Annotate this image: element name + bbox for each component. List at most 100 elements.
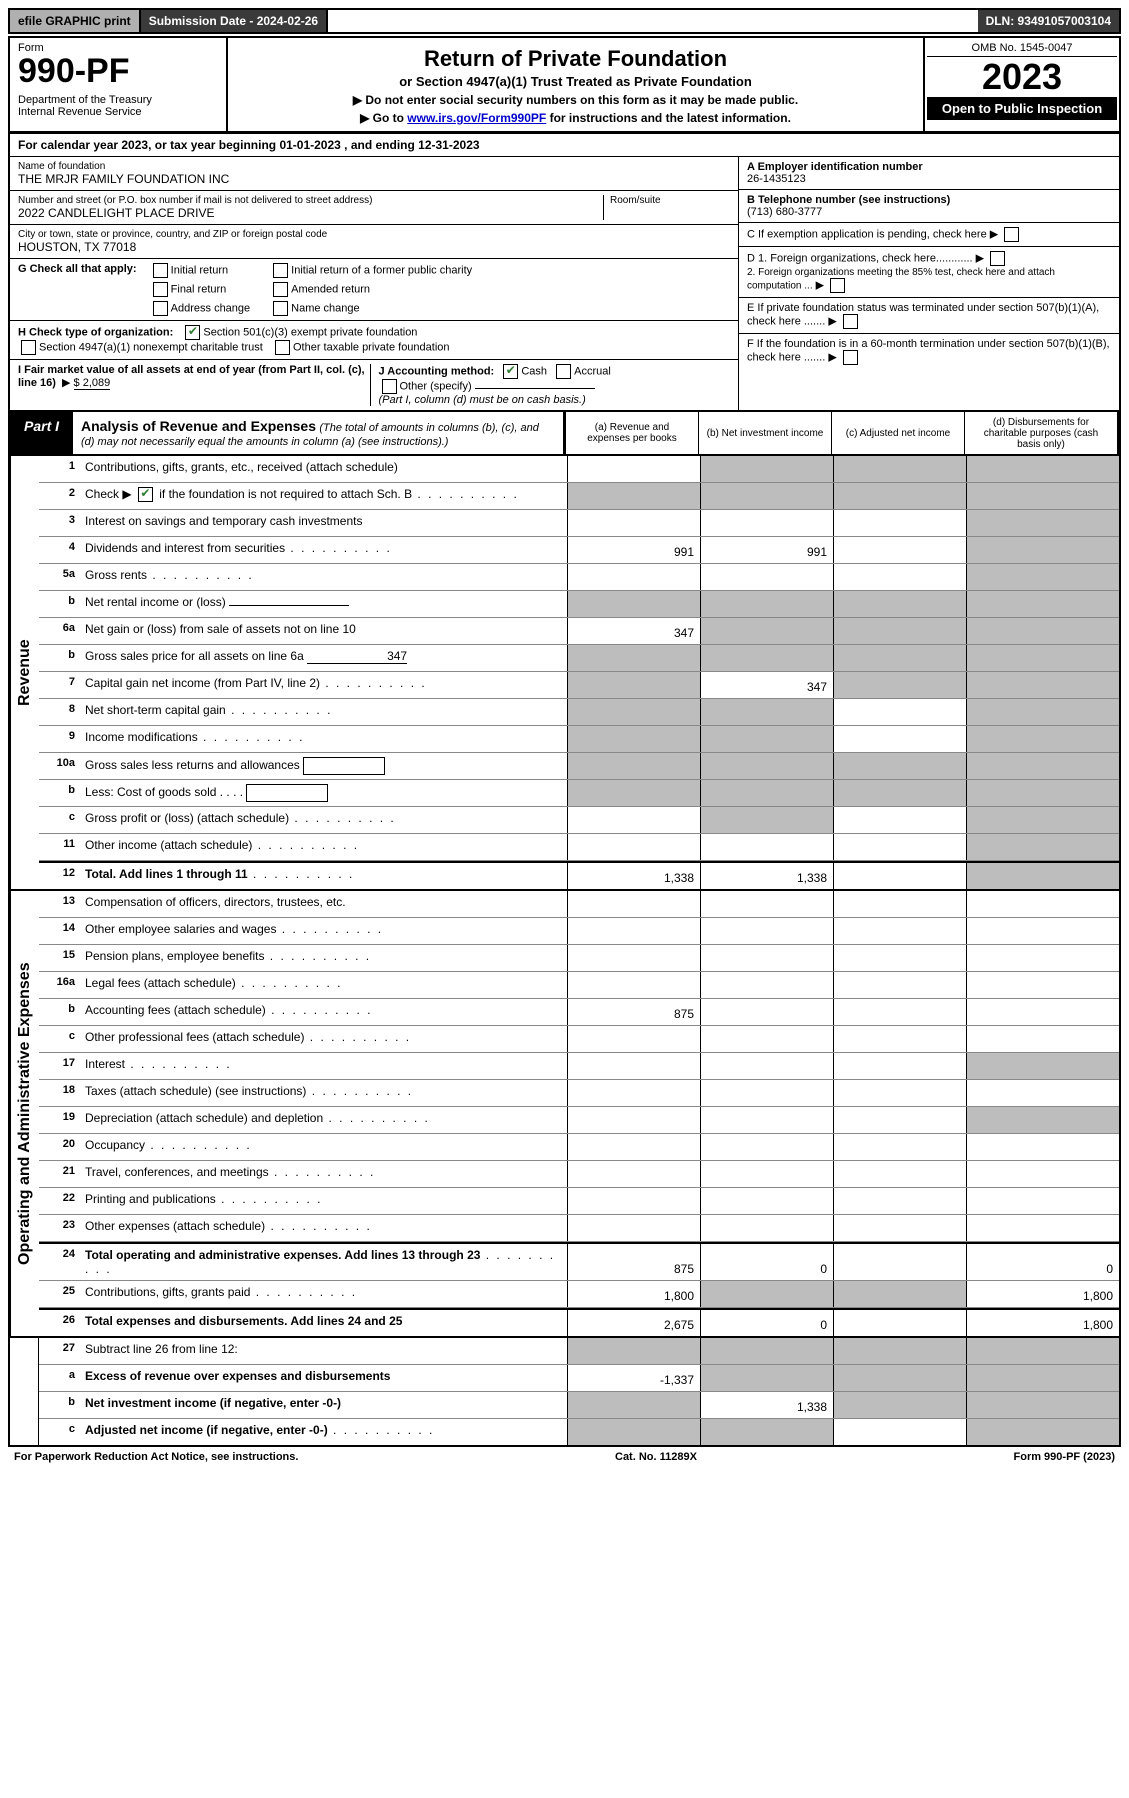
ln-10a: 10a — [39, 753, 81, 779]
ln-23: 23 — [39, 1215, 81, 1241]
cb-name-change[interactable] — [273, 301, 288, 316]
ln-11: 11 — [39, 834, 81, 860]
calendar-year-line: For calendar year 2023, or tax year begi… — [8, 134, 1121, 157]
desc-8: Net short-term capital gain — [81, 699, 567, 725]
cb-initial-former[interactable] — [273, 263, 288, 278]
cb-initial-return[interactable] — [153, 263, 168, 278]
h-label: H Check type of organization: — [18, 326, 173, 338]
address-label: Number and street (or P.O. box number if… — [18, 195, 603, 206]
desc-16c: Other professional fees (attach schedule… — [81, 1026, 567, 1052]
ln-27a: a — [39, 1365, 81, 1391]
desc-27c: Adjusted net income (if negative, enter … — [81, 1419, 567, 1445]
cat-no: Cat. No. 11289X — [615, 1451, 697, 1463]
cb-sch-b[interactable] — [138, 487, 153, 502]
cb-status-terminated[interactable] — [843, 314, 858, 329]
cb-amended[interactable] — [273, 282, 288, 297]
desc-19: Depreciation (attach schedule) and deple… — [81, 1107, 567, 1133]
cb-address-change[interactable] — [153, 301, 168, 316]
desc-15: Pension plans, employee benefits — [81, 945, 567, 971]
h-check-row: H Check type of organization: Section 50… — [10, 321, 738, 360]
irs-link[interactable]: www.irs.gov/Form990PF — [407, 111, 546, 125]
cb-60month[interactable] — [843, 350, 858, 365]
ln-7: 7 — [39, 672, 81, 698]
desc-18: Taxes (attach schedule) (see instruction… — [81, 1080, 567, 1106]
opt-4947a1: Section 4947(a)(1) nonexempt charitable … — [39, 341, 263, 353]
desc-10b: Less: Cost of goods sold . . . . — [81, 780, 567, 806]
part1-title: Analysis of Revenue and Expenses — [81, 418, 316, 434]
instr-prefix: ▶ Go to — [360, 111, 407, 125]
val-12a: 1,338 — [567, 863, 700, 889]
form-ref: Form 990-PF (2023) — [1014, 1451, 1115, 1463]
ln-27b: b — [39, 1392, 81, 1418]
desc-16a: Legal fees (attach schedule) — [81, 972, 567, 998]
ln-10c: c — [39, 807, 81, 833]
form-header: Form 990-PF Department of the Treasury I… — [8, 36, 1121, 134]
desc-16b: Accounting fees (attach schedule) — [81, 999, 567, 1025]
cb-accrual[interactable] — [556, 364, 571, 379]
paperwork-notice: For Paperwork Reduction Act Notice, see … — [14, 1451, 298, 1463]
desc-5a: Gross rents — [81, 564, 567, 590]
ln-6a: 6a — [39, 618, 81, 644]
foundation-name-label: Name of foundation — [18, 161, 730, 172]
ln-22: 22 — [39, 1188, 81, 1214]
ln-13: 13 — [39, 891, 81, 917]
opt-amended: Amended return — [291, 283, 370, 295]
desc-14: Other employee salaries and wages — [81, 918, 567, 944]
line27-table: 27Subtract line 26 from line 12: aExcess… — [8, 1338, 1121, 1447]
desc-26: Total expenses and disbursements. Add li… — [81, 1310, 567, 1336]
desc-9: Income modifications — [81, 726, 567, 752]
col-d-header: (d) Disbursements for charitable purpose… — [964, 412, 1117, 454]
val-7b: 347 — [700, 672, 833, 698]
opt-501c3: Section 501(c)(3) exempt private foundat… — [203, 326, 417, 338]
ln-6b: b — [39, 645, 81, 671]
cb-cash[interactable] — [503, 364, 518, 379]
ln-10b: b — [39, 780, 81, 806]
cb-final-return[interactable] — [153, 282, 168, 297]
efile-print-button[interactable]: efile GRAPHIC print — [10, 10, 141, 32]
desc-27: Subtract line 26 from line 12: — [81, 1338, 567, 1364]
cb-4947a1[interactable] — [21, 340, 36, 355]
i-label: I Fair market value of all assets at end… — [18, 364, 365, 389]
g-check-row: G Check all that apply: Initial return I… — [10, 259, 738, 321]
val-25a: 1,800 — [567, 1281, 700, 1307]
g-label: G Check all that apply: — [18, 263, 137, 275]
cb-foreign-org[interactable] — [990, 251, 1005, 266]
cb-501c3[interactable] — [185, 325, 200, 340]
identification-block: Name of foundation THE MRJR FAMILY FOUND… — [8, 157, 1121, 412]
top-strip: efile GRAPHIC print Submission Date - 20… — [8, 8, 1121, 34]
cb-other-method[interactable] — [382, 379, 397, 394]
col-c-header: (c) Adjusted net income — [831, 412, 964, 454]
revenue-side-label: Revenue — [10, 456, 39, 889]
desc-13: Compensation of officers, directors, tru… — [81, 891, 567, 917]
desc-4: Dividends and interest from securities — [81, 537, 567, 563]
address: 2022 CANDLELIGHT PLACE DRIVE — [18, 206, 603, 220]
cb-other-taxable[interactable] — [275, 340, 290, 355]
ein: 26-1435123 — [747, 173, 806, 185]
room-label: Room/suite — [610, 195, 730, 206]
cb-exemption-pending[interactable] — [1004, 227, 1019, 242]
val-24b: 0 — [700, 1244, 833, 1280]
desc-7: Capital gain net income (from Part IV, l… — [81, 672, 567, 698]
tel-label: B Telephone number (see instructions) — [747, 194, 950, 206]
cb-85pct-test[interactable] — [830, 278, 845, 293]
ln-3: 3 — [39, 510, 81, 536]
department: Department of the Treasury Internal Reve… — [18, 94, 218, 118]
ln-27c: c — [39, 1419, 81, 1445]
omb-number: OMB No. 1545-0047 — [927, 40, 1117, 57]
ln-16b: b — [39, 999, 81, 1025]
open-to-public: Open to Public Inspection — [927, 97, 1117, 120]
city-label: City or town, state or province, country… — [18, 229, 730, 240]
dln: DLN: 93491057003104 — [978, 10, 1119, 32]
desc-1: Contributions, gifts, grants, etc., rece… — [81, 456, 567, 482]
val-27a: -1,337 — [567, 1365, 700, 1391]
opt-other-method: Other (specify) — [400, 380, 472, 392]
desc-11: Other income (attach schedule) — [81, 834, 567, 860]
desc-25: Contributions, gifts, grants paid — [81, 1281, 567, 1307]
instr-suffix: for instructions and the latest informat… — [546, 111, 791, 125]
city: HOUSTON, TX 77018 — [18, 240, 730, 254]
desc-21: Travel, conferences, and meetings — [81, 1161, 567, 1187]
desc-3: Interest on savings and temporary cash i… — [81, 510, 567, 536]
ln-4: 4 — [39, 537, 81, 563]
ln-25: 25 — [39, 1281, 81, 1307]
ln-16c: c — [39, 1026, 81, 1052]
